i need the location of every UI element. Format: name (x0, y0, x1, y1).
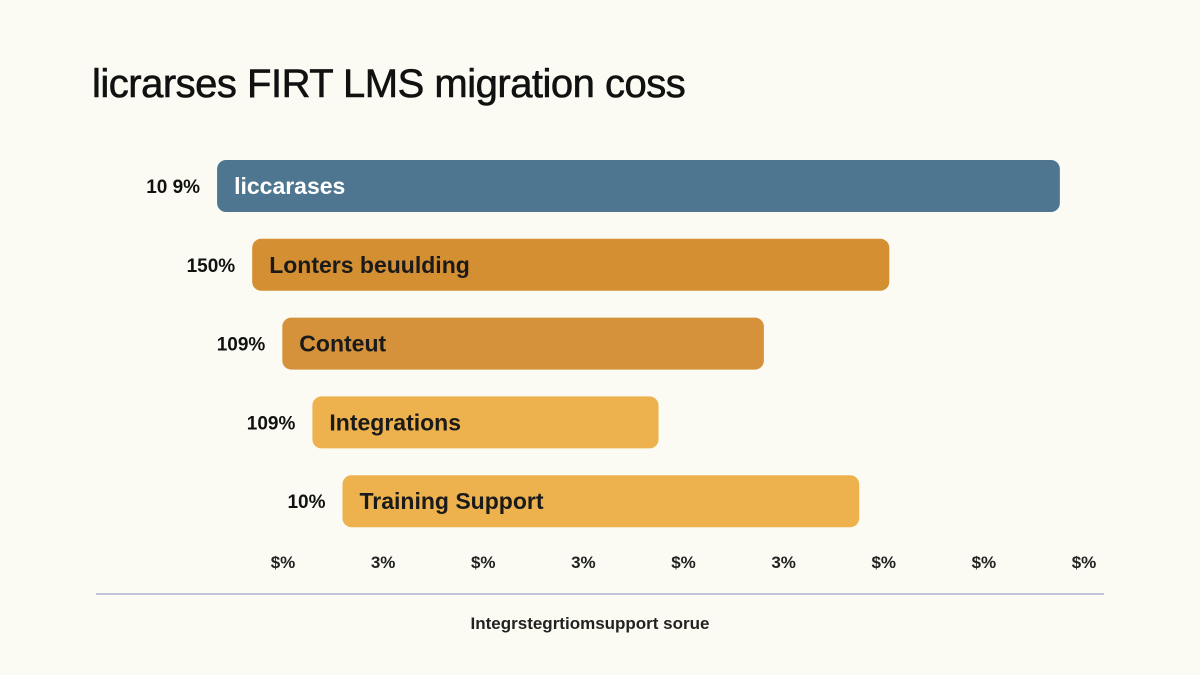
bar (312, 396, 659, 449)
value-label: 109% (247, 413, 296, 434)
value-label: 10% (287, 492, 325, 513)
x-tick-label: 3% (571, 553, 596, 572)
x-tick-label: 3% (371, 553, 396, 572)
bar (282, 317, 764, 370)
x-tick-label: $% (972, 553, 997, 572)
x-tick-label: $% (671, 553, 696, 572)
bar-label: liccarases (234, 173, 345, 199)
x-tick-label: 3% (771, 553, 796, 572)
bar-label: Lonters beuulding (269, 252, 470, 278)
bar (342, 475, 860, 528)
bar-label: Integrations (329, 409, 461, 435)
x-axis-title: Integrstegrtiomsupport sorue (470, 614, 710, 633)
x-tick-label: $% (271, 553, 296, 572)
value-label: 150% (187, 256, 236, 277)
chart-title: licrarses FIRT LMS migration coss (92, 62, 686, 107)
x-tick-label: $% (1072, 553, 1097, 572)
x-tick-label: $% (871, 553, 896, 572)
bar (252, 238, 890, 291)
value-label: 10 9% (146, 177, 200, 198)
bar (217, 160, 1060, 212)
value-label: 109% (217, 335, 266, 356)
bar-label: Training Support (360, 488, 544, 514)
bar-label: Conteut (299, 331, 386, 357)
x-tick-label: $% (471, 553, 496, 572)
